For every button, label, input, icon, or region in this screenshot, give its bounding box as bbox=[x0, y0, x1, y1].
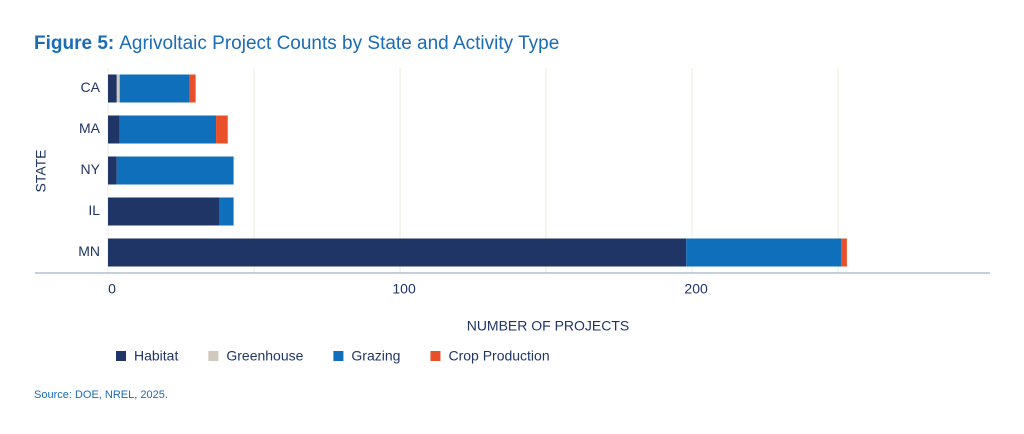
bar-segment bbox=[108, 156, 117, 185]
bar-segment bbox=[108, 74, 117, 103]
legend-label: Crop Production bbox=[448, 348, 549, 364]
bar-segment bbox=[218, 197, 234, 226]
x-tick-label: 100 bbox=[392, 281, 416, 297]
legend-swatch bbox=[208, 351, 219, 361]
bar-segment bbox=[116, 74, 120, 103]
legend-label: Habitat bbox=[134, 348, 178, 364]
bar-segment bbox=[216, 115, 228, 144]
bar-segment bbox=[108, 197, 219, 226]
legend-swatch bbox=[430, 351, 441, 361]
bar-segment bbox=[119, 74, 190, 103]
bar-segment bbox=[108, 115, 120, 144]
y-tick-label: MA bbox=[79, 120, 101, 136]
y-axis-label: STATE bbox=[33, 149, 49, 192]
bar-segment bbox=[116, 156, 234, 185]
chart-title: Figure 5: Agrivoltaic Project Counts by S… bbox=[34, 33, 559, 54]
bar-segment bbox=[108, 238, 687, 267]
source-note: Source: DOE, NREL, 2025. bbox=[34, 389, 168, 401]
x-tick-label: 200 bbox=[684, 281, 708, 297]
x-tick-label: 0 bbox=[108, 281, 116, 297]
y-tick-label: IL bbox=[88, 202, 100, 218]
x-axis-label: NUMBER OF PROJECTS bbox=[467, 318, 630, 334]
y-tick-label: NY bbox=[81, 161, 101, 177]
y-tick-label: MN bbox=[78, 243, 100, 259]
title-text: Agrivoltaic Project Counts by State and … bbox=[119, 33, 559, 54]
bar-segment bbox=[841, 238, 847, 267]
bar-segment bbox=[189, 74, 196, 103]
legend-swatch bbox=[116, 351, 126, 361]
legend-label: Grazing bbox=[351, 348, 400, 364]
bar-segment bbox=[119, 115, 217, 144]
legend-label: Greenhouse bbox=[226, 348, 303, 364]
bar-segment bbox=[686, 238, 842, 267]
legend-swatch bbox=[333, 351, 344, 361]
figure-label: Figure 5: bbox=[34, 33, 114, 54]
y-tick-label: CA bbox=[81, 79, 101, 95]
